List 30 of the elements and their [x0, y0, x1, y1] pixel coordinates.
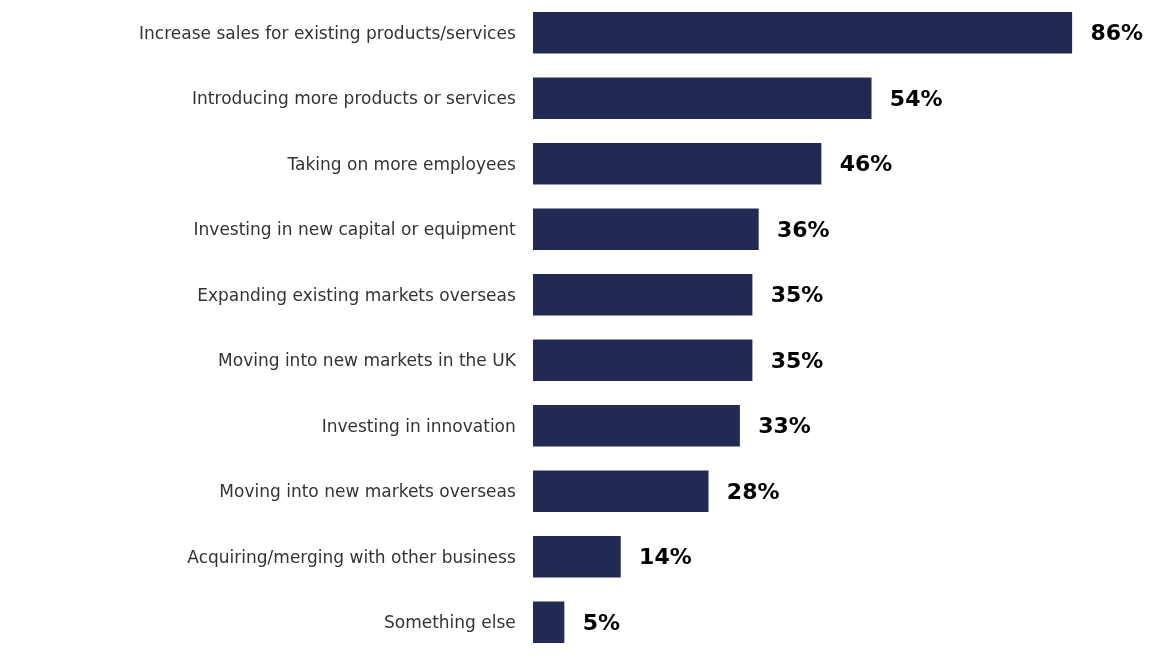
data-label: 35% — [755, 282, 824, 308]
bar — [533, 601, 565, 643]
data-label: 5% — [567, 609, 621, 635]
y-tick-label: Moving into new markets in the UK — [218, 350, 532, 371]
y-tick-label: Investing in innovation — [321, 415, 532, 436]
bar — [533, 470, 709, 512]
data-label: 86% — [1075, 20, 1144, 46]
y-tick-label: Investing in new capital or equipment — [193, 219, 532, 240]
y-tick-label: Increase sales for existing products/services — [139, 22, 532, 43]
data-label: 46% — [824, 151, 893, 177]
bar — [533, 339, 753, 381]
y-tick-label: Taking on more employees — [286, 153, 532, 174]
y-tick-label: Moving into new markets overseas — [219, 481, 532, 502]
bar — [533, 12, 1073, 54]
bar — [533, 536, 621, 578]
y-tick-label: Expanding existing markets overseas — [197, 284, 532, 305]
bar — [533, 405, 740, 447]
bar — [533, 143, 822, 185]
data-label: 36% — [761, 216, 830, 242]
data-label: 35% — [755, 347, 824, 373]
data-label: 33% — [742, 413, 811, 439]
y-tick-label: Introducing more products or services — [192, 88, 532, 109]
y-tick-label: Something else — [383, 612, 532, 633]
y-tick-label: Acquiring/merging with other business — [187, 546, 532, 567]
bar — [533, 77, 872, 119]
data-label: 28% — [711, 478, 780, 504]
bar — [533, 208, 759, 250]
bar — [533, 274, 753, 316]
data-label: 54% — [874, 85, 943, 111]
data-label: 14% — [623, 544, 692, 570]
